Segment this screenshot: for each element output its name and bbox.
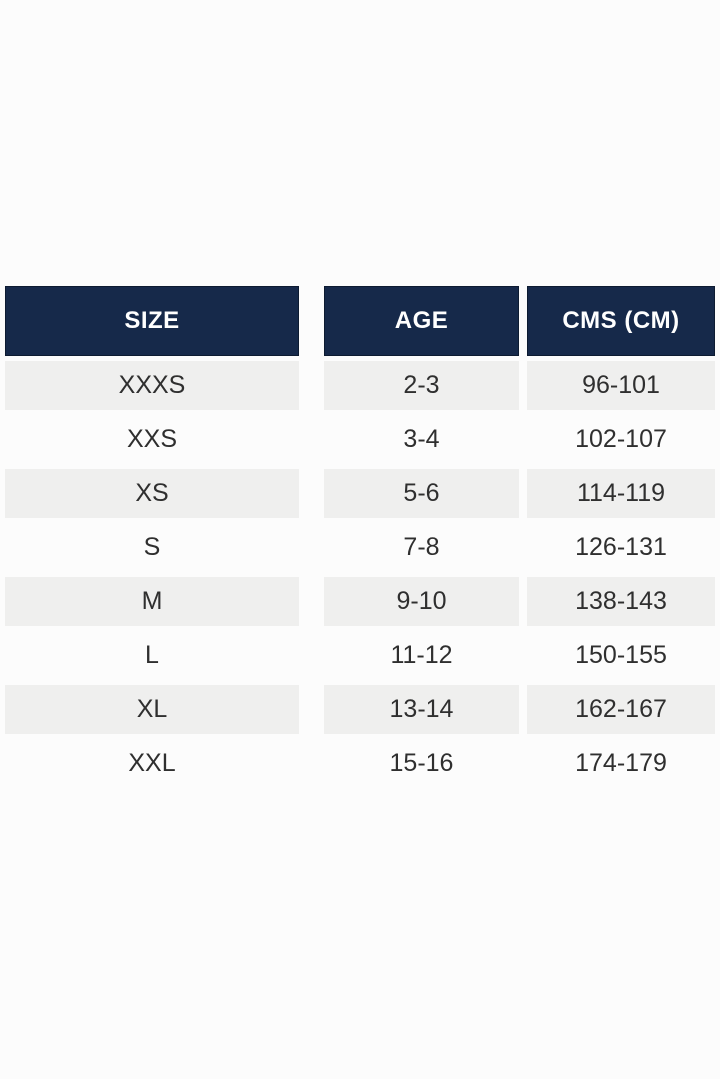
size-cell: XXL <box>128 749 176 777</box>
age-cell: 13-14 <box>324 685 519 734</box>
age-column: AGE 2-3 3-4 5-6 7-8 9-10 11-12 13-14 15-… <box>324 286 519 788</box>
cms-cell: 174-179 <box>575 749 667 777</box>
cms-cell: 114-119 <box>527 469 715 518</box>
age-cell: 7-8 <box>403 533 440 561</box>
cms-cell: 162-167 <box>527 685 715 734</box>
column-header-age: AGE <box>324 286 519 356</box>
cms-cell: 96-101 <box>527 361 715 410</box>
size-cell: XS <box>5 469 299 518</box>
size-cell: M <box>5 577 299 626</box>
cms-cell: 102-107 <box>575 425 667 453</box>
column-header-cms: CMS (CM) <box>527 286 715 356</box>
age-cell: 15-16 <box>389 749 454 777</box>
cms-column: CMS (CM) 96-101 102-107 114-119 126-131 … <box>527 286 715 788</box>
age-cell: 9-10 <box>324 577 519 626</box>
column-header-size: SIZE <box>5 286 299 356</box>
age-cell: 2-3 <box>324 361 519 410</box>
cms-cell: 126-131 <box>575 533 667 561</box>
age-cell: 5-6 <box>324 469 519 518</box>
size-cell: S <box>143 533 161 561</box>
size-chart-table: SIZE XXXS XXS XS S M L XL XXL AGE 2-3 3-… <box>5 286 715 788</box>
size-column: SIZE XXXS XXS XS S M L XL XXL <box>5 286 299 788</box>
cms-cell: 150-155 <box>575 641 667 669</box>
cms-cell: 138-143 <box>527 577 715 626</box>
size-cell: XXS <box>126 425 178 453</box>
size-cell: XXXS <box>5 361 299 410</box>
age-cell: 11-12 <box>390 641 453 669</box>
age-cell: 3-4 <box>403 425 440 453</box>
size-cell: XL <box>5 685 299 734</box>
size-cell: L <box>145 641 159 669</box>
